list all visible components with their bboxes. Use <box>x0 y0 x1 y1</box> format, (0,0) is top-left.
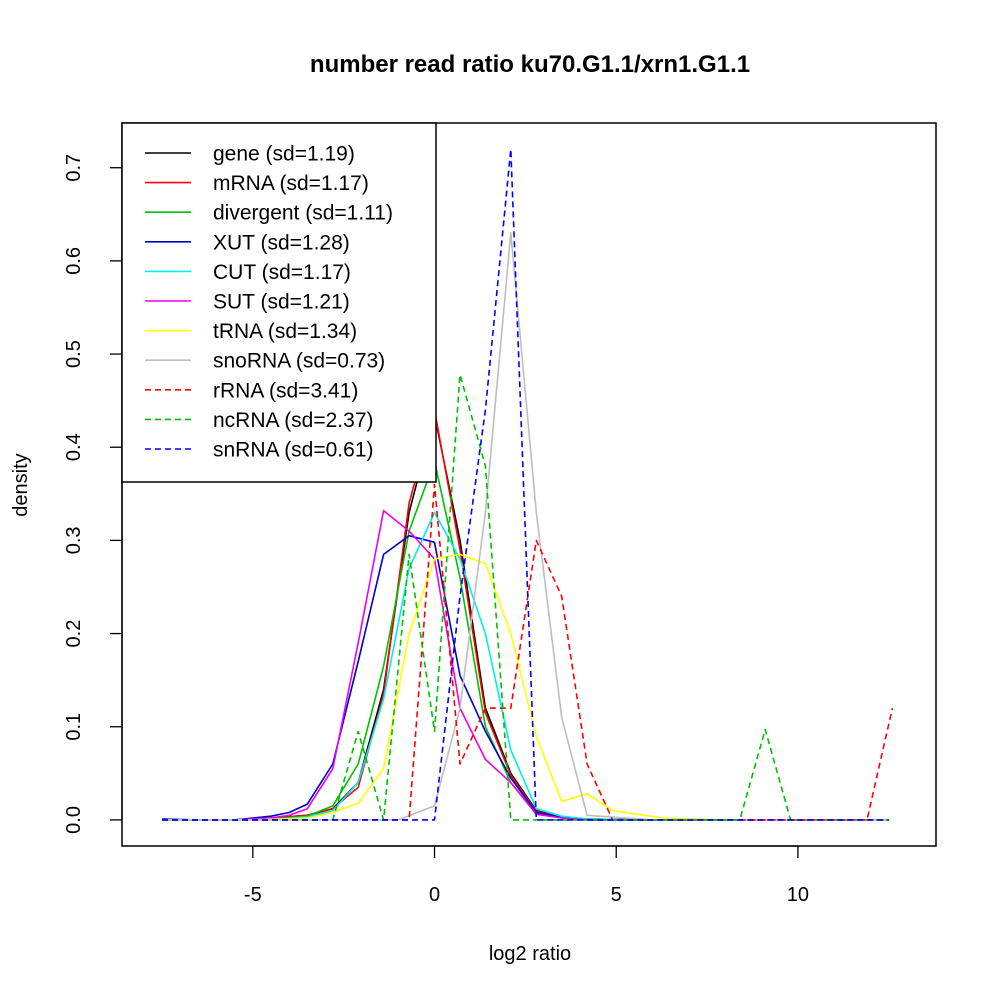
series-line-8 <box>162 483 894 821</box>
y-tick-label: 0.5 <box>63 340 85 368</box>
legend-label: XUT (sd=1.28) <box>213 231 350 254</box>
legend-label: ncRNA (sd=2.37) <box>213 409 374 432</box>
legend-label: CUT (sd=1.17) <box>213 261 351 284</box>
legend: gene (sd=1.19) mRNA (sd=1.17) divergent (s… <box>121 122 437 483</box>
series-layer <box>161 148 894 821</box>
x-tick-label: -5 <box>244 884 262 906</box>
legend-label: mRNA (sd=1.17) <box>213 172 369 195</box>
legend-label: gene (sd=1.19) <box>213 143 355 166</box>
legend-label: snRNA (sd=0.61) <box>213 439 374 462</box>
y-tick-label: 0.7 <box>63 154 85 182</box>
legend-label: rRNA (sd=3.41) <box>213 379 358 402</box>
legend-label: tRNA (sd=1.34) <box>213 320 357 343</box>
series-line-4 <box>162 511 889 821</box>
y-axis: 0.0 0.1 0.2 0.3 0.4 0.5 0.6 0.7 <box>63 154 123 834</box>
series-line-10 <box>162 148 889 821</box>
x-tick-label: 0 <box>429 884 440 906</box>
y-tick-label: 0.0 <box>63 806 85 834</box>
y-tick-label: 0.6 <box>63 247 85 275</box>
series-line-6 <box>162 553 889 821</box>
series-line-3 <box>161 534 889 821</box>
x-tick-label: 10 <box>787 884 809 906</box>
legend-label: snoRNA (sd=0.73) <box>213 350 385 373</box>
x-axis: -5 0 5 10 <box>244 845 809 906</box>
legend-label: divergent (sd=1.11) <box>213 202 393 225</box>
y-tick-label: 0.1 <box>63 713 85 741</box>
x-tick-label: 5 <box>611 884 622 906</box>
y-tick-label: 0.2 <box>63 620 85 648</box>
y-axis-label: density <box>10 453 32 516</box>
x-axis-label: log2 ratio <box>489 943 571 965</box>
series-line-5 <box>162 509 889 821</box>
chart-title: number read ratio ku70.G1.1/xrn1.G1.1 <box>310 51 750 78</box>
y-tick-label: 0.3 <box>63 526 85 554</box>
series-line-9 <box>162 373 889 821</box>
y-tick-label: 0.4 <box>63 433 85 461</box>
legend-label: SUT (sd=1.21) <box>213 291 350 314</box>
